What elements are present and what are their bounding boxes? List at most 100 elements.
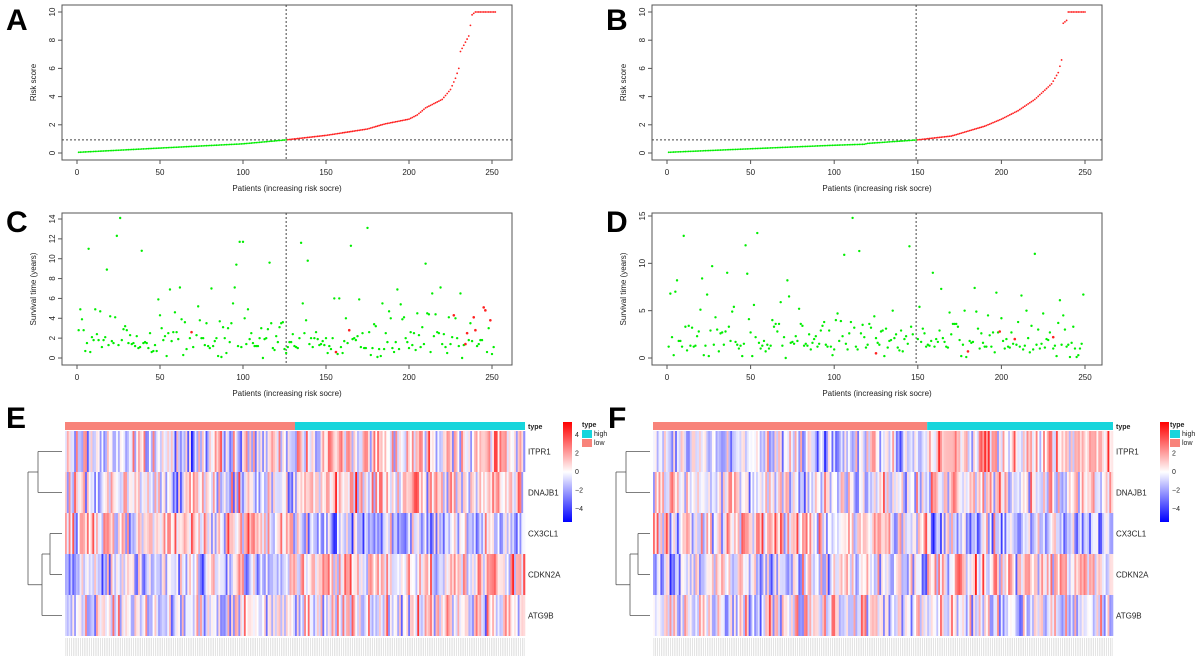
heatmap-cell — [136, 595, 139, 636]
heatmap-cell — [938, 472, 941, 513]
alive-point — [231, 302, 235, 305]
alive-point — [1026, 336, 1030, 340]
heatmap-cell — [665, 513, 669, 554]
heatmap-cell — [881, 554, 884, 595]
heatmap-cell — [284, 554, 287, 595]
heatmap-cell — [260, 472, 263, 513]
heatmap-cell — [393, 513, 396, 554]
heatmap-cell — [807, 595, 810, 636]
heatmap-cell — [737, 431, 740, 472]
risk-score-point — [893, 140, 896, 143]
heatmap-cell — [269, 554, 272, 595]
x-tick-label: 50 — [746, 373, 755, 382]
heatmap-cell — [1048, 554, 1051, 595]
heatmap-cell — [451, 431, 455, 472]
risk-score-point — [369, 127, 372, 129]
heatmap-cell — [919, 554, 922, 595]
risk-score-point — [205, 144, 208, 147]
heatmap-cell — [871, 513, 875, 554]
risk-score-point — [223, 143, 226, 146]
heatmap-cell — [787, 431, 790, 472]
y-tick-label: 6 — [638, 66, 647, 71]
heatmap-cell — [941, 431, 945, 472]
heatmap-cell — [389, 554, 393, 595]
heatmap-cell — [280, 513, 283, 554]
heatmap-cell — [304, 431, 307, 472]
heatmap-cell — [139, 595, 142, 636]
heatmap-cell — [492, 472, 495, 513]
heatmap-cell — [296, 513, 299, 554]
heatmap-cell — [1090, 554, 1094, 595]
risk-score-point — [353, 130, 356, 132]
heatmap-cell — [143, 595, 146, 636]
heatmap-cell — [1089, 554, 1092, 595]
heatmap-cell — [998, 431, 1002, 472]
risk-score-point — [411, 116, 414, 119]
heatmap-cell — [265, 595, 268, 636]
risk-score-point — [87, 150, 90, 153]
heatmap-cell — [459, 513, 462, 554]
heatmap-cell — [349, 513, 352, 554]
alive-point — [851, 216, 854, 220]
risk-score-point — [81, 151, 83, 154]
heatmap-cell — [247, 595, 250, 636]
heatmap-cell — [958, 431, 961, 472]
heatmap-cell — [165, 431, 168, 472]
heatmap-cell — [728, 513, 731, 554]
heatmap-cell — [187, 554, 190, 595]
heatmap-cell — [888, 595, 891, 636]
heatmap-cell — [477, 431, 480, 472]
risk-score-point — [489, 11, 492, 13]
heatmap-cell — [258, 554, 261, 595]
heatmap-cell — [927, 472, 930, 513]
heatmap-cell — [287, 472, 290, 513]
heatmap-cell — [123, 554, 126, 595]
heatmap-cell — [956, 595, 959, 636]
alive-point — [240, 345, 243, 349]
heatmap-cell — [743, 472, 746, 513]
heatmap-cell — [322, 431, 325, 472]
heatmap-cell — [722, 513, 726, 554]
heatmap-cell — [721, 472, 724, 513]
heatmap-cell — [101, 472, 104, 513]
heatmap-cell — [426, 554, 429, 595]
heatmap-cell — [870, 472, 873, 513]
risk-score-point — [945, 135, 948, 138]
heatmap-cell — [956, 513, 959, 554]
heatmap-cell — [477, 554, 480, 595]
heatmap-cell — [884, 431, 887, 472]
heatmap-cell — [925, 431, 928, 472]
heatmap-cell — [74, 595, 77, 636]
risk-score-point — [784, 146, 787, 149]
heatmap-cell — [1107, 513, 1110, 554]
heatmap-cell — [864, 513, 867, 554]
heatmap-cell — [765, 554, 768, 595]
heatmap-cell — [327, 431, 330, 472]
heatmap-cell — [110, 554, 113, 595]
risk-score-point — [421, 109, 424, 112]
risk-score-point — [970, 129, 973, 132]
risk-score-point — [250, 142, 253, 144]
heatmap-cell — [475, 513, 478, 554]
alive-point — [667, 345, 670, 348]
heatmap-cell — [899, 431, 902, 472]
heatmap-cell — [371, 554, 374, 595]
heatmap-cell — [914, 595, 917, 636]
risk-score-point — [982, 125, 984, 128]
heatmap-cell — [243, 595, 247, 636]
alive-point — [82, 329, 85, 332]
heatmap-cell — [811, 554, 814, 595]
heatmap-cell — [883, 472, 886, 513]
heatmap-cell — [965, 472, 968, 513]
heatmap-cell — [1021, 554, 1024, 595]
alive-point — [908, 245, 911, 248]
plot-frame-d — [651, 212, 1103, 366]
risk-score-point — [741, 148, 744, 151]
heatmap-cell — [693, 595, 696, 636]
heatmap-cell — [851, 472, 854, 513]
heatmap-cell — [1059, 554, 1062, 595]
heatmap-cell — [141, 513, 144, 554]
heatmap-cell — [864, 554, 867, 595]
heatmap-cell — [814, 595, 818, 636]
heatmap-cell — [768, 513, 772, 554]
